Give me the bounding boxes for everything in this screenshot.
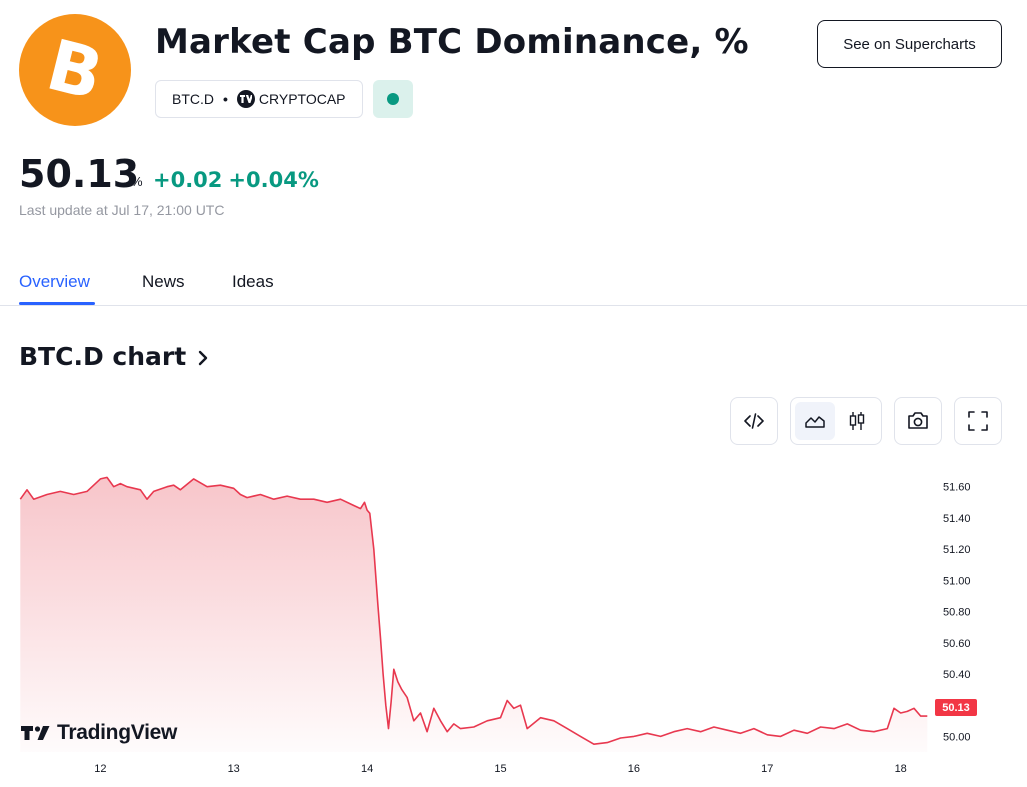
fullscreen-icon xyxy=(968,411,988,431)
tab-bar: Overview News Ideas xyxy=(0,262,1027,306)
fullscreen-button[interactable] xyxy=(954,397,1002,445)
tradingview-logo-icon xyxy=(21,726,50,740)
price-unit: % xyxy=(131,174,143,189)
chart-line-series xyxy=(19,476,928,745)
x-tick-label: 15 xyxy=(494,763,506,775)
tab-news[interactable]: News xyxy=(142,272,185,291)
chart-area-fill xyxy=(20,477,928,752)
snapshot-button[interactable] xyxy=(894,397,942,445)
tab-overview[interactable]: Overview xyxy=(19,272,90,291)
active-tab-indicator xyxy=(19,302,95,305)
x-tick-label: 18 xyxy=(895,763,907,775)
y-tick-label: 51.40 xyxy=(943,513,971,525)
x-tick-label: 17 xyxy=(761,763,773,775)
last-price-label: 50.13 xyxy=(935,699,977,716)
x-axis: 12 13 14 15 16 17 18 xyxy=(94,763,907,775)
bitcoin-logo-icon: B xyxy=(19,14,131,126)
last-update-text: Last update at Jul 17, 21:00 UTC xyxy=(19,202,225,218)
current-price: 50.13 xyxy=(19,152,140,196)
chart-heading-link[interactable]: BTC.D chart xyxy=(19,342,209,371)
code-embed-icon xyxy=(744,413,764,429)
y-tick-label: 51.60 xyxy=(943,482,971,494)
y-tick-label: 50.00 xyxy=(943,731,971,743)
separator-dot: • xyxy=(223,91,228,107)
camera-icon xyxy=(908,412,928,429)
candlestick-icon xyxy=(849,412,865,430)
symbol-pill[interactable]: BTC.D • CRYPTOCAP xyxy=(155,80,363,118)
exchange-name: CRYPTOCAP xyxy=(258,91,346,107)
y-tick-label: 51.20 xyxy=(943,544,971,556)
change-value: +0.02 xyxy=(153,168,223,192)
y-tick-label: 51.00 xyxy=(943,575,971,587)
area-chart-icon xyxy=(805,416,825,428)
y-tick-label: 50.60 xyxy=(943,638,971,650)
embed-button[interactable] xyxy=(730,397,778,445)
y-tick-label: 50.40 xyxy=(943,669,971,681)
price-change: +0.02 +0.04% xyxy=(153,168,319,192)
ticker-symbol: BTC.D xyxy=(172,91,214,107)
market-status-dot-icon xyxy=(387,93,399,105)
bitcoin-symbol: B xyxy=(39,24,111,116)
x-tick-label: 12 xyxy=(94,763,106,775)
see-on-supercharts-button[interactable]: See on Supercharts xyxy=(817,20,1002,68)
y-tick-label: 50.80 xyxy=(943,607,971,619)
tradingview-wordmark: TradingView xyxy=(57,721,178,744)
tradingview-watermark[interactable]: TradingView xyxy=(21,721,177,745)
candles-chart-button[interactable] xyxy=(837,402,877,440)
x-tick-label: 14 xyxy=(361,763,373,775)
change-percent: +0.04% xyxy=(228,168,319,192)
market-status-badge[interactable] xyxy=(373,80,413,118)
x-tick-label: 13 xyxy=(228,763,240,775)
x-tick-label: 16 xyxy=(628,763,640,775)
page-title: Market Cap BTC Dominance, % xyxy=(155,22,749,62)
area-chart-button[interactable] xyxy=(795,402,835,440)
chart-style-toggle xyxy=(790,397,882,445)
chevron-right-icon xyxy=(198,350,208,366)
tradingview-mini-icon xyxy=(236,90,255,108)
tab-ideas[interactable]: Ideas xyxy=(232,272,274,291)
chart-heading-text: BTC.D chart xyxy=(19,342,187,371)
